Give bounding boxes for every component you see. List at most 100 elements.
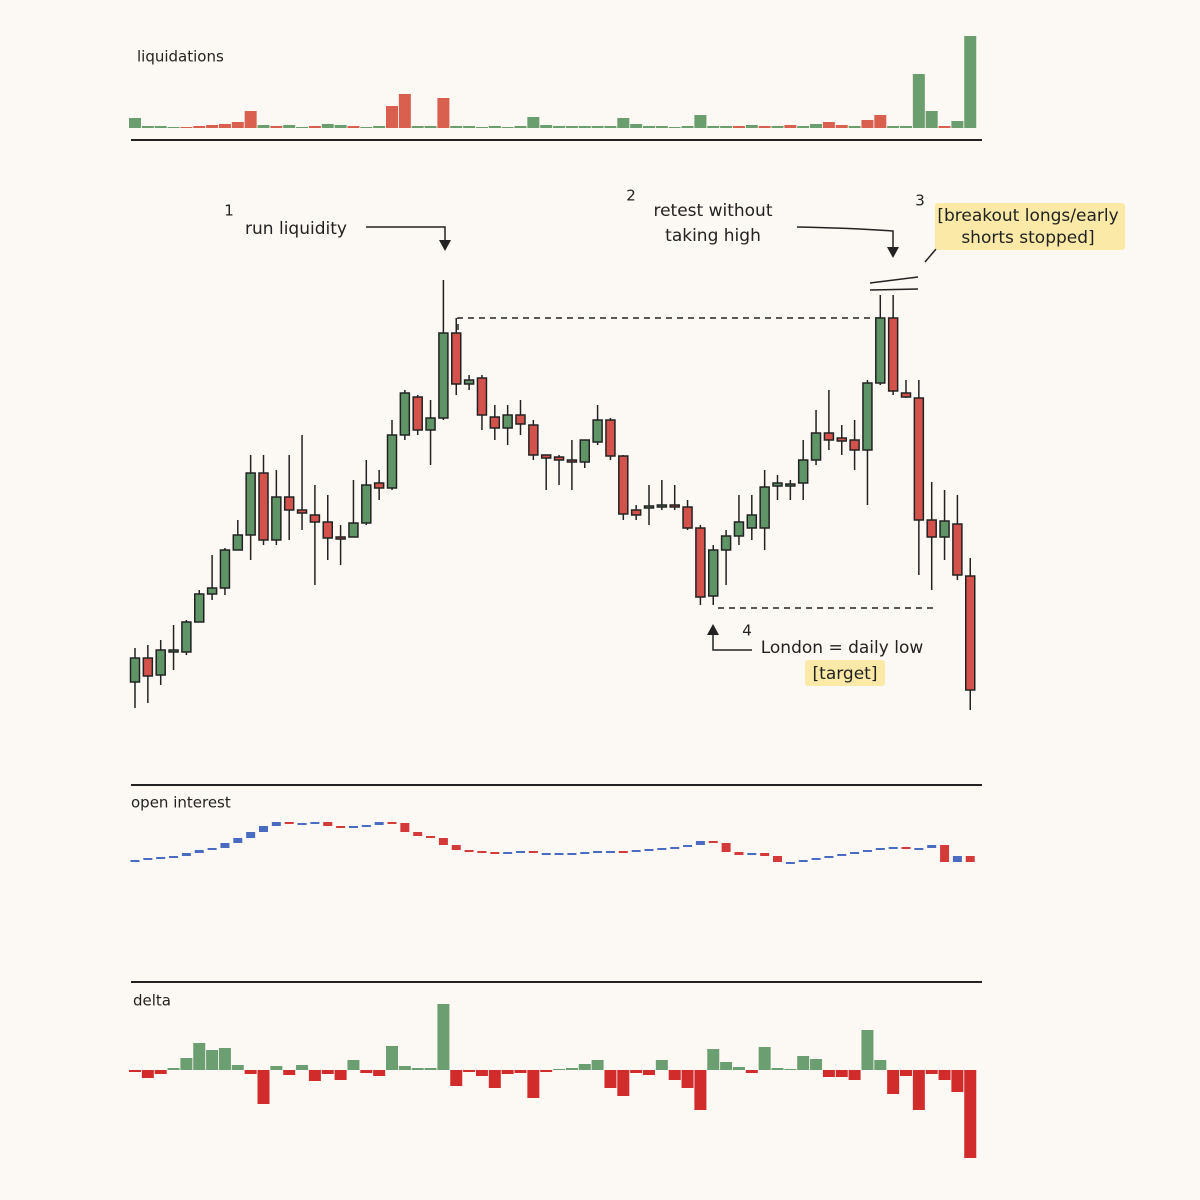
candle-body [502, 414, 513, 429]
candle-body [246, 832, 256, 838]
bar [231, 1065, 244, 1070]
candle-body [219, 549, 231, 589]
candle-body [438, 838, 448, 845]
bar [553, 1069, 566, 1070]
bar [630, 1070, 643, 1073]
candle-body [797, 459, 809, 484]
candle-body [670, 847, 680, 849]
candle-body [451, 332, 462, 385]
annotation-text: run liquidity [245, 219, 347, 239]
candle-body [361, 825, 371, 827]
candle-body [734, 852, 744, 855]
candle-body [554, 853, 564, 855]
bar [321, 124, 334, 128]
candle-body [207, 848, 217, 850]
candle-body [579, 439, 590, 463]
bar [900, 1070, 912, 1076]
candle-body [155, 649, 166, 676]
bar [527, 1070, 540, 1098]
candle-body [888, 847, 898, 849]
bar [732, 1067, 745, 1070]
candle-body [271, 822, 281, 826]
bar [540, 125, 553, 128]
candle-body [593, 851, 603, 853]
bar [167, 127, 180, 128]
bar [951, 121, 964, 128]
bar [771, 126, 784, 128]
bar [321, 1070, 334, 1074]
bar [411, 1068, 424, 1070]
candle-body [541, 853, 551, 855]
bar [951, 1070, 964, 1092]
candle-body [515, 414, 526, 425]
candle-body [271, 496, 282, 541]
candle-body [580, 852, 590, 854]
candle-body [412, 396, 423, 431]
annotation-number: 3 [915, 192, 925, 210]
bar [771, 1068, 784, 1070]
candle-body [335, 536, 346, 540]
bar [154, 1070, 167, 1074]
bar [822, 122, 835, 128]
bar [424, 1068, 437, 1070]
candle-body [348, 522, 359, 538]
bar [797, 1056, 810, 1070]
bar [938, 1070, 951, 1080]
candle-body [373, 482, 385, 489]
candle-body [477, 851, 487, 853]
bar [835, 125, 848, 128]
high-level-line [457, 317, 885, 330]
candle-body [682, 506, 693, 529]
bar [218, 124, 231, 128]
candle-body [169, 856, 179, 858]
candle-body [438, 332, 449, 419]
bar [450, 126, 463, 128]
candle-body [669, 504, 680, 508]
candle-body [811, 858, 821, 860]
bar [822, 1070, 835, 1077]
candle-body [618, 455, 629, 515]
bar [270, 126, 283, 128]
candle-body [927, 845, 937, 848]
candle-body [721, 843, 731, 852]
candle-body [232, 534, 244, 551]
candle-body [862, 850, 872, 852]
candle-body [952, 523, 963, 576]
bar [180, 1058, 193, 1070]
bar [810, 1059, 823, 1070]
bar [218, 1048, 231, 1070]
candle-body [322, 521, 333, 539]
candle-body [194, 850, 204, 853]
highlight [805, 660, 885, 686]
bar [527, 117, 540, 128]
bar [694, 115, 707, 128]
bar [334, 1070, 347, 1080]
bar [565, 1068, 578, 1070]
candle-body [657, 848, 667, 850]
bar [386, 1046, 398, 1070]
bar [141, 1070, 154, 1078]
candle-body [374, 822, 384, 825]
bar [630, 124, 643, 128]
annotation-text: retest without [653, 201, 772, 221]
candle-body [283, 496, 295, 511]
candle-body [644, 849, 654, 851]
candle-body [233, 838, 243, 843]
bar [758, 126, 771, 128]
candle-body [618, 851, 628, 853]
bar [617, 1070, 630, 1096]
candle-body [900, 392, 912, 398]
candle-body [220, 843, 230, 848]
bar [925, 111, 938, 128]
bar [373, 126, 386, 128]
bar [514, 1070, 527, 1073]
panel-title: open interest [131, 794, 231, 812]
candle-body [773, 856, 782, 862]
candle-body [785, 862, 795, 864]
candle-body [425, 417, 436, 431]
bar [925, 1070, 938, 1074]
candle-body [399, 392, 411, 436]
bar [167, 1068, 180, 1070]
